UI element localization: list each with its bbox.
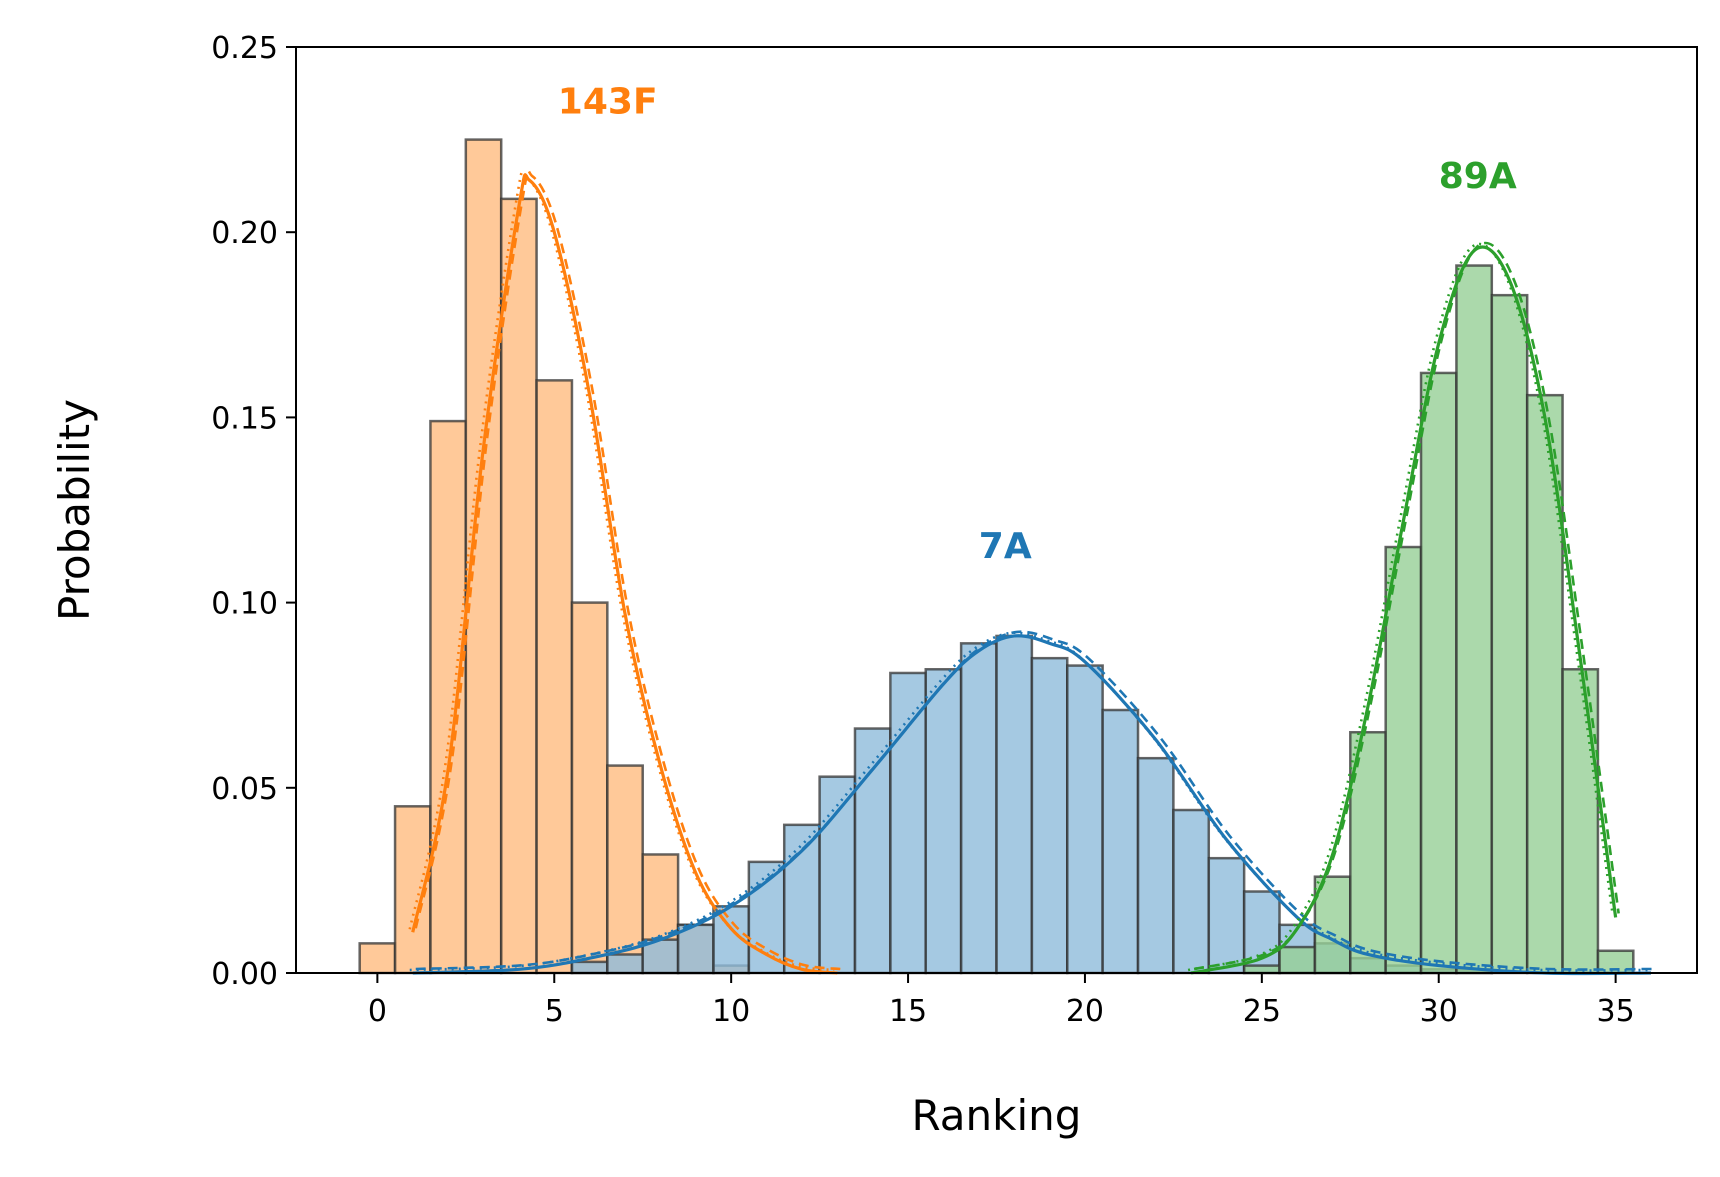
kde-layer — [408, 169, 1655, 976]
y-tick-label: 0.15 — [211, 401, 278, 436]
bar-89a-31 — [1455, 264, 1494, 975]
kde-line-7a — [412, 634, 1652, 976]
x-tick-label: 25 — [1243, 994, 1281, 1029]
series-label-89a: 89A — [1439, 156, 1517, 197]
x-tick-label: 10 — [712, 994, 750, 1029]
bar-7a-24 — [1207, 856, 1246, 975]
bar-7a-17 — [959, 642, 998, 975]
bar-7a-21 — [1101, 708, 1140, 975]
x-tick-label: 5 — [545, 994, 564, 1029]
x-tick-label: 15 — [889, 994, 927, 1029]
kde-line-dotted-143f — [408, 170, 835, 972]
bar-7a-23 — [1172, 808, 1211, 975]
bars-layer — [358, 138, 1635, 975]
bar-7a-12 — [782, 823, 821, 975]
bar-7a-7 — [606, 953, 644, 975]
bar-89a-33 — [1525, 393, 1564, 975]
bar-89a-32 — [1490, 293, 1529, 975]
y-tick-label: 0.25 — [211, 31, 278, 66]
kde-line-143f — [411, 173, 838, 975]
bar-7a-14 — [853, 727, 892, 975]
kde-line-89a — [1190, 245, 1618, 975]
bar-7a-18 — [995, 634, 1034, 975]
kde-line-dashed-143f — [414, 169, 841, 971]
series-label-143f: 143F — [558, 82, 658, 123]
bar-7a-19 — [1030, 656, 1069, 975]
bar-143f-0 — [358, 942, 397, 975]
bar-89a-29 — [1384, 545, 1423, 975]
x-tick-label: 30 — [1420, 994, 1458, 1029]
x-axis-title: Ranking — [912, 1091, 1082, 1140]
bar-143f-6 — [570, 601, 609, 975]
y-axis-title: Probability — [50, 399, 99, 621]
bar-89a-25 — [1242, 964, 1281, 975]
y-tick-label: 0.00 — [211, 957, 278, 992]
kde-line-dashed-7a — [415, 630, 1655, 971]
y-tick-label: 0.10 — [211, 587, 278, 622]
series-label-7a: 7A — [979, 526, 1032, 567]
bar-7a-16 — [924, 668, 963, 975]
bar-89a-26 — [1278, 945, 1317, 975]
kde-line-dotted-7a — [409, 631, 1649, 972]
bar-89a-30 — [1419, 371, 1458, 975]
kde-line-dashed-89a — [1193, 241, 1620, 971]
bar-143f-4 — [499, 197, 538, 975]
bar-7a-20 — [1066, 664, 1104, 975]
bar-143f-7 — [606, 764, 644, 975]
bar-89a-34 — [1561, 668, 1600, 975]
y-tick-label: 0.20 — [211, 216, 278, 251]
bar-143f-2 — [429, 419, 468, 975]
bar-7a-22 — [1136, 756, 1175, 975]
x-tick-label: 20 — [1066, 994, 1104, 1029]
x-axis-ticks: 0 5 10 15 20 25 30 35 — [368, 973, 1635, 1029]
bar-7a-6 — [570, 960, 609, 975]
y-tick-label: 0.05 — [211, 772, 278, 807]
bar-143f-5 — [535, 379, 574, 975]
x-tick-label: 35 — [1597, 994, 1635, 1029]
plot-frame — [295, 46, 1698, 974]
y-axis-ticks: 0.00 0.05 0.10 0.15 0.20 0.25 — [211, 31, 296, 992]
annotations-layer: 143F 89A 7A — [558, 82, 1517, 567]
x-tick-label: 0 — [368, 994, 387, 1029]
